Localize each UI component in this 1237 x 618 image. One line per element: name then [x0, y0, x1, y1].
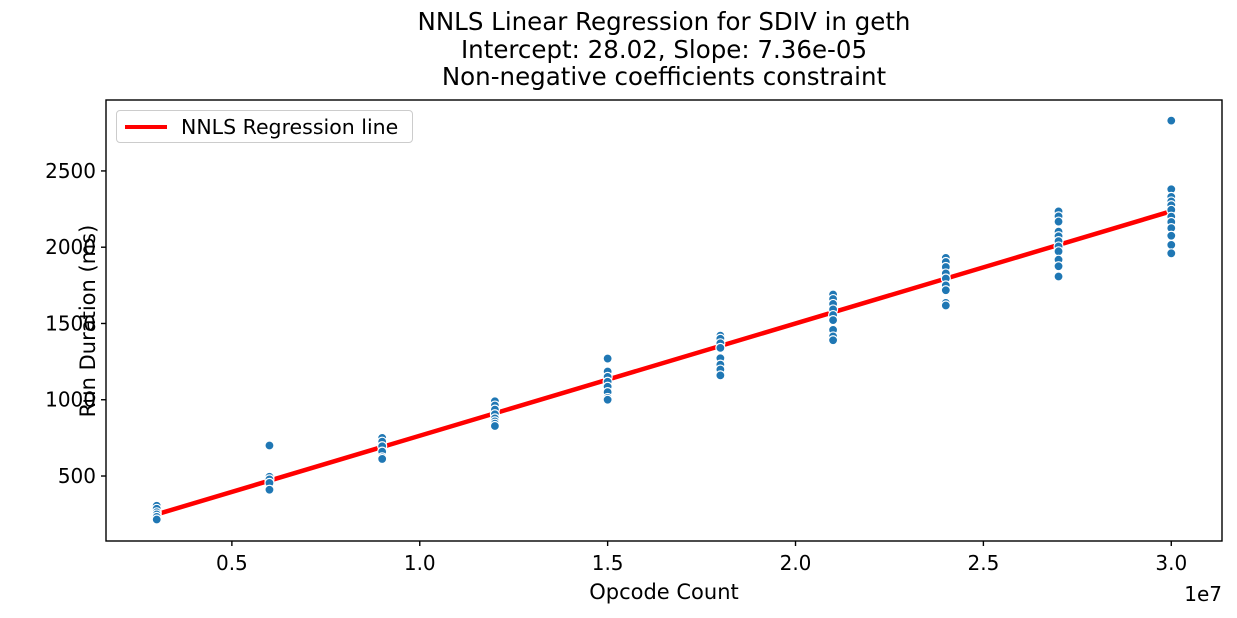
regression-line — [154, 208, 1174, 517]
title-line-coefficients: Intercept: 28.02, Slope: 7.36e-05 — [460, 34, 868, 64]
x-axis-label: Opcode Count — [589, 580, 739, 604]
scatter-point — [1166, 115, 1177, 126]
scatter-point — [602, 353, 613, 364]
legend-box: NNLS Regression line — [116, 110, 414, 143]
x-tick-label: 2.0 — [780, 551, 812, 575]
scatter-point — [489, 420, 501, 432]
scatter-point — [1166, 248, 1177, 259]
scatter-point — [715, 370, 726, 381]
scatter-point — [151, 514, 162, 525]
scatter-point — [940, 285, 951, 296]
scatter-point — [1053, 261, 1064, 272]
scatter-point — [1053, 271, 1064, 282]
scatter-point — [602, 394, 613, 405]
y-axis-label: Run Duration (ms) — [76, 224, 100, 418]
scatter-point — [940, 300, 951, 311]
legend-entry-label: NNLS Regression line — [181, 114, 399, 139]
y-tick-label: 1500 — [45, 311, 96, 335]
scatter-point — [1053, 216, 1064, 227]
scatter-point — [377, 453, 388, 465]
chart-title: NNLS Linear Regression for SDIV in geth … — [106, 8, 1222, 91]
axes-frame — [105, 99, 1223, 542]
scatter-point — [1053, 246, 1064, 257]
x-tick-label: 2.5 — [967, 551, 999, 575]
scatter-point — [264, 440, 275, 451]
x-tick-label: 0.5 — [216, 551, 248, 575]
scatter-point — [1166, 230, 1177, 241]
scatter-point — [827, 335, 839, 346]
y-tick-label: 1000 — [45, 388, 96, 412]
x-axis-offset-label: 1e7 — [1184, 582, 1222, 606]
scatter-point — [715, 342, 726, 353]
x-tick-label: 1.0 — [404, 551, 436, 575]
y-tick-label: 2500 — [45, 159, 96, 183]
x-tick-label: 1.5 — [592, 551, 624, 575]
scatter-point — [1166, 239, 1177, 251]
y-tick-label: 2000 — [45, 235, 96, 259]
x-tick-label: 3.0 — [1155, 551, 1187, 575]
title-line-constraint: Non-negative coefficients constraint — [441, 62, 887, 91]
y-tick-label: 500 — [58, 464, 96, 488]
scatter-point — [827, 315, 839, 326]
legend-line-swatch-icon — [125, 124, 167, 129]
title-line-main: NNLS Linear Regression for SDIV in geth — [417, 7, 911, 36]
scatter-point — [264, 484, 275, 495]
